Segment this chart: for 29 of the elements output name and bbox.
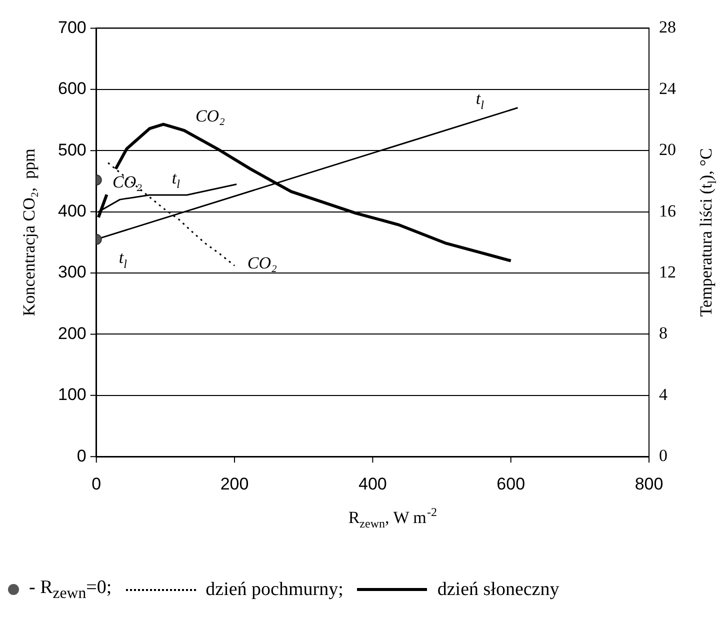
y2-tick-label: 20: [659, 140, 676, 160]
x-tick-label: 0: [92, 474, 102, 494]
y2-tick-label: 28: [659, 18, 676, 37]
y2-axis-title: Temperatura liści (tl), °C: [696, 148, 720, 317]
annotation: CO₂: [247, 253, 278, 272]
x-tick-label: 200: [220, 474, 249, 494]
legend-label: dzień słoneczny: [437, 578, 560, 601]
y2-tick-label: 24: [659, 78, 676, 98]
legend-label: - R$_{zewn}$=0;: [29, 577, 112, 603]
y-axis-title: Koncentracja CO₂, ppm: [19, 148, 38, 316]
y2-tick-label: 16: [659, 201, 676, 220]
y-tick-label: 300: [58, 262, 86, 282]
x-tick-label: 400: [358, 474, 387, 494]
y2-tick-label: 4: [659, 384, 668, 404]
y-tick-label: 0: [76, 446, 86, 466]
legend-label: dzień pochmurny;: [206, 578, 344, 601]
y-tick-label: 700: [58, 18, 86, 37]
y2-tick-label: 12: [659, 262, 676, 282]
y-tick-label: 500: [58, 140, 86, 160]
annotation: CO₂: [195, 106, 226, 126]
x-tick-label: 600: [496, 474, 526, 494]
y2-tick-label: 0: [659, 446, 668, 466]
y-tick-label: 100: [58, 385, 86, 404]
y-tick-label: 200: [58, 324, 86, 343]
y2-tick-label: 8: [659, 324, 668, 343]
x-tick-label: 800: [634, 474, 664, 494]
y-tick-label: 400: [58, 201, 86, 220]
y-tick-label: 600: [58, 79, 86, 98]
annotation: CO₂: [112, 172, 142, 192]
